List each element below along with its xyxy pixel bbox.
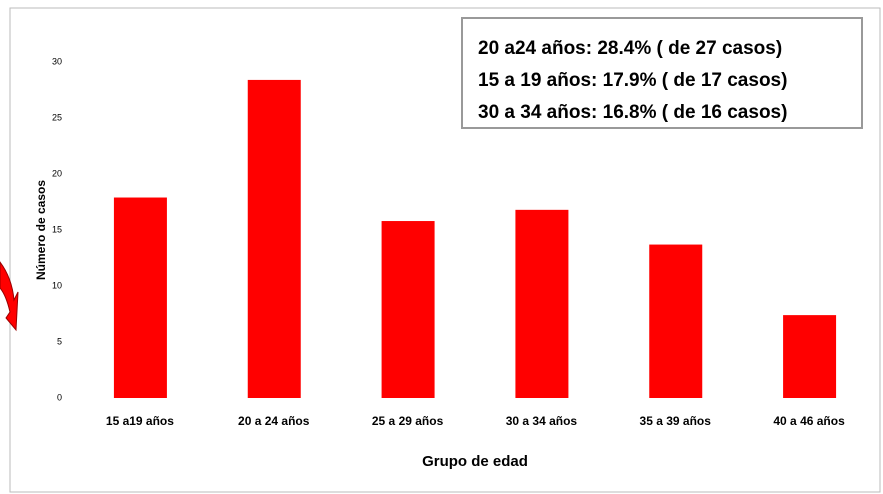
bar bbox=[381, 221, 435, 398]
y-tick-label: 15 bbox=[52, 224, 62, 234]
arrow-shape bbox=[0, 261, 19, 332]
x-tick-label: 35 a 39 años bbox=[640, 414, 712, 428]
x-tick-label: 25 a 29 años bbox=[372, 414, 444, 428]
x-tick-label: 20 a 24 años bbox=[238, 414, 310, 428]
bar bbox=[113, 197, 167, 398]
y-tick-label: 0 bbox=[57, 392, 62, 402]
x-axis-label: Grupo de edad bbox=[422, 453, 528, 470]
y-tick-label: 20 bbox=[52, 168, 62, 178]
bar bbox=[783, 315, 837, 398]
y-tick-label: 5 bbox=[57, 336, 62, 346]
x-tick-label: 30 a 34 años bbox=[506, 414, 578, 428]
bar bbox=[515, 209, 569, 398]
annotation: 30 a 34 años: 16.8% ( de 16 casos) bbox=[478, 102, 787, 123]
y-tick-label: 10 bbox=[52, 280, 62, 290]
bar bbox=[649, 244, 703, 398]
bar bbox=[247, 79, 301, 399]
annotation-box bbox=[461, 17, 863, 129]
y-tick-label: 25 bbox=[52, 112, 62, 122]
y-axis-label: Número de casos bbox=[34, 180, 48, 280]
annotation: 15 a 19 años: 17.9% ( de 17 casos) bbox=[478, 70, 787, 91]
x-tick-label: 40 a 46 años bbox=[773, 414, 845, 428]
y-tick-label: 30 bbox=[52, 56, 62, 66]
annotation: 20 a24 años: 28.4% ( de 27 casos) bbox=[478, 38, 782, 59]
x-tick-label: 15 a19 años bbox=[106, 414, 174, 428]
